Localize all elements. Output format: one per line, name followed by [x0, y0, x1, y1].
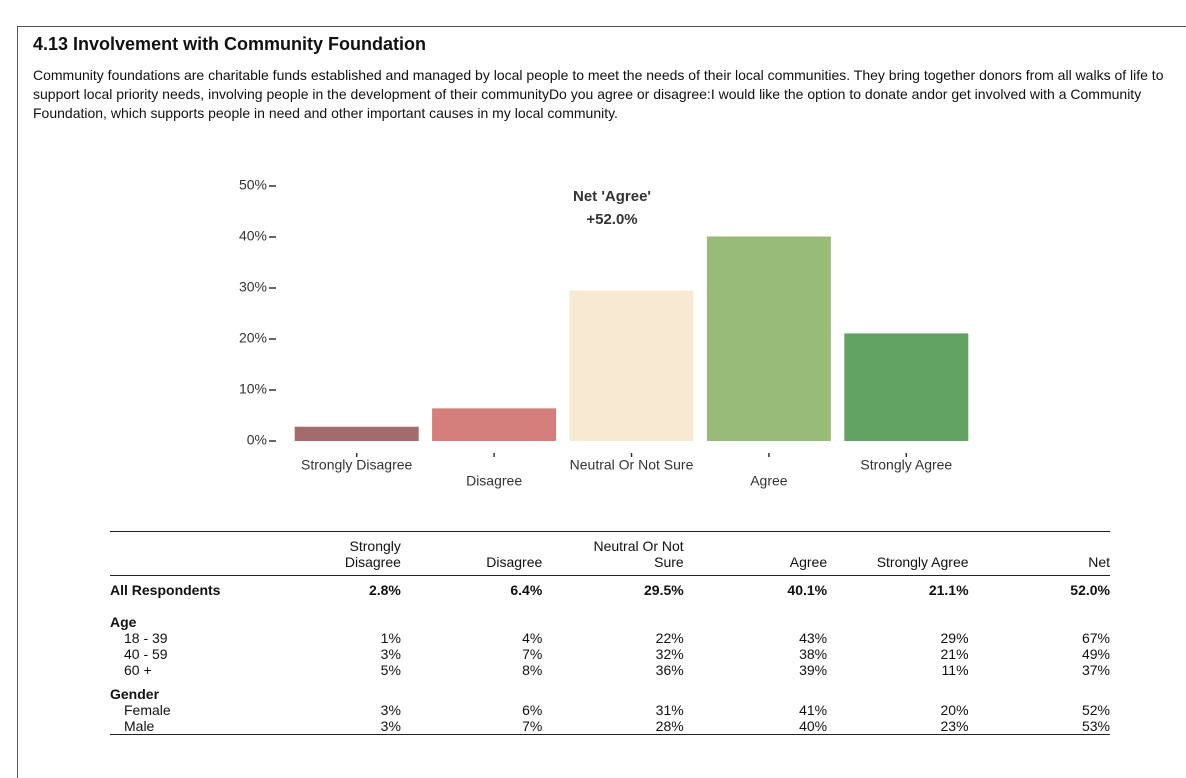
cell: 21% — [940, 646, 969, 662]
x-tick-label: Strongly Agree — [860, 457, 952, 473]
table-row: All Respondents 2.8% 6.4% 29.5% 40.1% 21.1% 52… — [110, 576, 1110, 607]
cell: 5% — [380, 662, 401, 678]
group-row: Gender — [110, 678, 1110, 702]
bar — [294, 426, 419, 441]
section-title: 4.13 Involvement with Community Foundati… — [33, 34, 427, 54]
cell: 38% — [799, 646, 828, 662]
header-row: Strongly Disagree Disagree Neutral Or Not … — [110, 531, 1110, 576]
cell: 28% — [655, 718, 684, 734]
results-table: Strongly Disagree Disagree Neutral Or Not … — [110, 531, 1110, 735]
cell: 11% — [941, 662, 969, 678]
x-tick-label: Disagree — [466, 473, 522, 489]
description: Community foundations are charitable fun… — [33, 67, 1164, 121]
y-tick-label: 20% — [239, 330, 267, 346]
table-row: Female 3% 6% 31% 41% 20% 52% — [110, 702, 1110, 718]
annotation: +52.0% — [586, 211, 637, 228]
cell: 52% — [1081, 702, 1110, 718]
row-label: 18 - 39 — [124, 630, 168, 646]
y-tick-label: 0% — [247, 432, 267, 448]
cell: 23% — [940, 718, 969, 734]
cell: 37% — [1081, 662, 1110, 678]
cell: 32% — [655, 646, 684, 662]
cell: 41% — [799, 702, 828, 718]
row-label: Male — [124, 718, 155, 734]
cell: 7% — [522, 646, 543, 662]
table-row: 18 - 39 1% 4% 22% 43% 29% 67% — [110, 630, 1110, 646]
x-tick-label: Strongly Disagree — [301, 457, 412, 473]
row-label: All Respondents — [110, 582, 221, 598]
header-text: Agree — [789, 554, 828, 570]
y-tick-label: 10% — [239, 381, 267, 397]
row-label: Female — [124, 702, 171, 718]
cell: 36% — [655, 662, 684, 678]
header-cell: Agree — [683, 531, 828, 576]
header-text: Net — [1088, 554, 1110, 570]
cell: 67% — [1081, 630, 1110, 646]
x-tick-label: Agree — [750, 473, 788, 489]
cell: 4% — [522, 630, 543, 646]
cell: 52.0% — [1070, 582, 1110, 598]
row-label: 60 + — [124, 662, 152, 678]
header-cell: Net — [968, 531, 1110, 576]
cell: 39% — [799, 662, 828, 678]
bar — [432, 408, 557, 441]
cell: 8% — [522, 662, 543, 678]
group-row: Age — [110, 606, 1110, 630]
y-tick-label: 50% — [239, 177, 267, 193]
header-text: Strongly Agree — [876, 554, 969, 570]
header-cell: Strongly Disagree — [261, 531, 401, 576]
cell: 43% — [799, 630, 828, 646]
cell: 6% — [522, 702, 543, 718]
cell: 49% — [1081, 646, 1110, 662]
header-cell — [110, 531, 262, 576]
y-tick-label: 40% — [239, 228, 267, 244]
row-label: 40 - 59 — [124, 646, 168, 662]
cell: 3% — [380, 718, 401, 734]
frame — [17, 26, 1186, 778]
cell: 40% — [799, 718, 828, 734]
annotation: Net 'Agree' — [573, 188, 651, 205]
header-cell: Strongly Agree — [827, 531, 969, 576]
y-tick-label: 30% — [239, 279, 267, 295]
cell: 40.1% — [787, 582, 828, 598]
x-tick-label: Neutral Or Not Sure — [570, 457, 694, 473]
bar — [569, 290, 694, 441]
table-row: Male 3% 7% 28% 40% 23% 53% — [110, 718, 1110, 735]
group-label: Age — [110, 614, 137, 630]
cell: 22% — [655, 630, 684, 646]
cell: 3% — [380, 646, 401, 662]
cell: 31% — [655, 702, 684, 718]
cell: 3% — [380, 702, 401, 718]
cell: 7% — [522, 718, 543, 734]
bar — [706, 236, 831, 441]
header-text: Disagree — [486, 554, 543, 570]
header-text: Neutral Or Not Sure — [593, 538, 684, 570]
header-text: Strongly Disagree — [344, 538, 401, 570]
cell: 1% — [380, 630, 401, 646]
cell: 29.5% — [644, 582, 684, 598]
cell: 20% — [940, 702, 969, 718]
table-row: 40 - 59 3% 7% 32% 38% 21% 49% — [110, 646, 1110, 662]
bar — [844, 333, 969, 441]
group-label: Gender — [110, 686, 160, 702]
cell: 2.8% — [368, 582, 401, 598]
header-cell: Disagree — [400, 531, 543, 576]
cell: 29% — [940, 630, 969, 646]
cell: 21.1% — [928, 582, 969, 598]
header-cell: Neutral Or Not Sure — [542, 531, 684, 576]
chart: 0% 10% 20% 30% 40% 50% Strongly Disagree Disagr… — [239, 177, 969, 489]
table-row: 60 + 5% 8% 36% 39% 11% 37% — [110, 662, 1110, 678]
cell: 53% — [1081, 718, 1110, 734]
cell: 6.4% — [510, 582, 543, 598]
